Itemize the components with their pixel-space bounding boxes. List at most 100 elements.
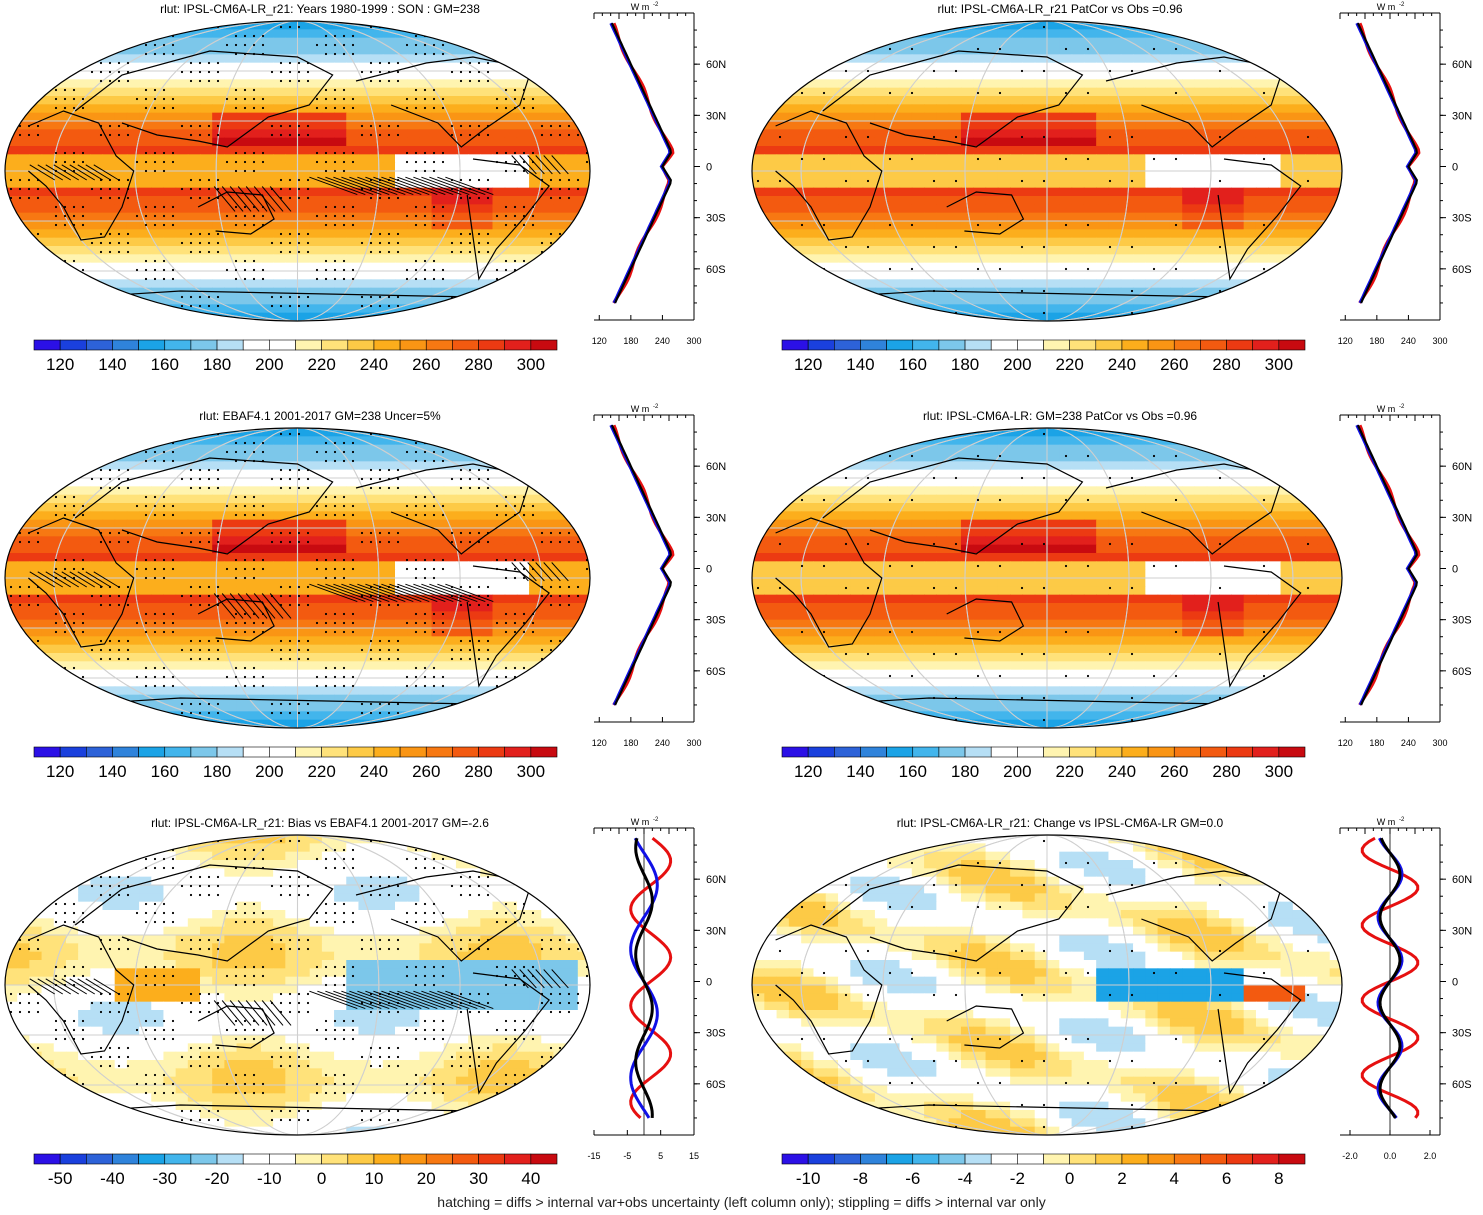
map-cell: [285, 154, 299, 164]
map-cell: [236, 503, 250, 512]
map-cell: [504, 37, 518, 47]
map-cell: [911, 171, 925, 180]
map-cell: [370, 436, 384, 446]
map-cell: [443, 229, 457, 239]
map-cell: [788, 179, 802, 189]
map-cell: [407, 196, 420, 205]
map-cell: [1145, 121, 1159, 130]
map-cell: [1292, 162, 1306, 172]
stipple-dot: [279, 241, 283, 245]
hatch-line: [317, 176, 366, 196]
map-cell: [1059, 229, 1073, 239]
map-cell: [1206, 46, 1220, 55]
map-cell: [443, 436, 457, 446]
map-cell: [1329, 137, 1342, 147]
map-cell: [1182, 171, 1196, 180]
map-cell: [1231, 254, 1245, 264]
map-cell: [1305, 87, 1319, 97]
map-cell: [443, 461, 457, 471]
stipple-dot: [866, 179, 870, 183]
map-cell: [1268, 254, 1282, 264]
map-cell: [1047, 296, 1060, 305]
map-cell: [899, 196, 913, 205]
map-cell: [309, 279, 323, 289]
map-cell: [334, 104, 347, 114]
map-cell: [752, 296, 765, 305]
map-cell: [175, 262, 189, 272]
stipple-dot: [1020, 245, 1024, 249]
map-cell: [1206, 204, 1220, 214]
map-cell: [504, 229, 518, 239]
map-cell: [1280, 21, 1294, 30]
stipple-dot: [189, 304, 193, 308]
map-cell: [1182, 212, 1196, 222]
map-cell: [1317, 121, 1331, 130]
map-cell: [90, 494, 104, 504]
map-cell: [1231, 212, 1245, 222]
map-cell: [1059, 79, 1073, 89]
stipple-dot: [369, 79, 373, 83]
map-cell: [541, 469, 555, 479]
map-cell: [395, 494, 408, 504]
map-cell: [985, 262, 999, 272]
map-cell: [776, 146, 790, 155]
stipple-dot: [486, 61, 490, 65]
map-cell: [431, 96, 445, 105]
map-cell: [285, 503, 299, 512]
map-cell: [78, 453, 91, 462]
map-cell: [41, 221, 55, 230]
map-cell: [1059, 146, 1073, 155]
stipple-dot: [1130, 179, 1134, 183]
stipple-dot: [360, 133, 364, 137]
stipple-dot: [976, 91, 980, 95]
map-cell: [53, 436, 67, 446]
map-cell: [248, 246, 262, 255]
stipple-dot: [9, 304, 13, 308]
map-cell: [936, 154, 950, 164]
map-cell: [468, 79, 481, 89]
map-cell: [1145, 279, 1159, 289]
map-cell: [151, 279, 165, 289]
map-cell: [1108, 262, 1122, 272]
stipple-dot: [315, 277, 319, 281]
map-cell: [114, 262, 128, 272]
map-cell: [1305, 121, 1319, 130]
map-cell: [1034, 21, 1048, 30]
map-cell: [212, 46, 225, 55]
stipple-dot: [207, 196, 211, 200]
map-cell: [126, 494, 140, 504]
stipple-dot: [243, 151, 247, 155]
stipple-dot: [333, 106, 337, 110]
map-cell: [936, 121, 950, 130]
stipple-dot: [1174, 157, 1178, 161]
map-cell: [334, 436, 347, 446]
map-cell: [936, 304, 950, 314]
map-cell: [321, 137, 335, 147]
stipple-dot: [126, 70, 130, 74]
map-cell: [334, 444, 347, 454]
map-cell: [309, 486, 323, 496]
stipple-dot: [369, 304, 373, 308]
map-cell: [468, 146, 481, 155]
map-cell: [260, 146, 274, 155]
map-cell: [862, 304, 876, 314]
map-cell: [480, 221, 494, 230]
stipple-dot: [822, 91, 826, 95]
map-cell: [273, 162, 286, 172]
map-cell: [17, 29, 30, 39]
map-cell: [309, 204, 323, 214]
map-cell: [1083, 179, 1097, 189]
map-cell: [163, 112, 177, 122]
map-cell: [1255, 279, 1269, 289]
map-cell: [850, 146, 864, 155]
map-cell: [200, 62, 213, 72]
map-cell: [936, 229, 950, 239]
map-cell: [480, 469, 494, 479]
map-cell: [419, 271, 433, 280]
stipple-dot: [351, 268, 355, 272]
map-cell: [504, 254, 518, 264]
map-cell: [997, 204, 1011, 214]
map-cell: [1231, 21, 1245, 30]
map-cell: [1292, 137, 1306, 147]
map-cell: [1096, 29, 1110, 39]
